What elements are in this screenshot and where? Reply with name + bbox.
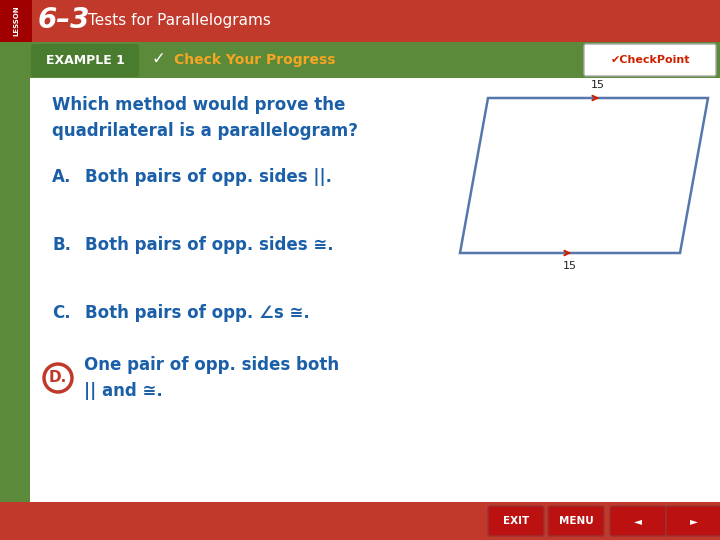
Text: ►: ► [690,516,698,526]
Text: EXAMPLE 1: EXAMPLE 1 [45,54,125,67]
Text: B.: B. [52,236,71,254]
FancyBboxPatch shape [584,44,716,76]
Text: ◄: ◄ [634,516,642,526]
FancyBboxPatch shape [666,506,720,536]
Bar [0,42,30,502]
Bar [0,0,32,42]
Text: C.: C. [52,304,71,322]
Text: 6–3: 6–3 [38,6,91,34]
Text: One pair of opp. sides both
|| and ≅.: One pair of opp. sides both || and ≅. [84,356,339,400]
FancyBboxPatch shape [31,44,139,77]
Text: D.: D. [49,370,67,386]
FancyBboxPatch shape [610,506,666,536]
Bar [30,42,720,78]
Text: MENU: MENU [559,516,593,526]
Text: Both pairs of opp. sides ||.: Both pairs of opp. sides ||. [85,168,332,186]
Text: A.: A. [52,168,71,186]
Bar [0,0,720,42]
Text: 15: 15 [591,80,605,90]
Text: Which method would prove the
quadrilateral is a parallelogram?: Which method would prove the quadrilater… [52,96,358,140]
Text: Check Your Progress: Check Your Progress [174,53,336,67]
Text: Both pairs of opp. sides ≅.: Both pairs of opp. sides ≅. [85,236,333,254]
FancyBboxPatch shape [488,506,544,536]
Text: Tests for Parallelograms: Tests for Parallelograms [88,14,271,29]
Text: Both pairs of opp. ∠s ≅.: Both pairs of opp. ∠s ≅. [85,304,310,322]
Text: ✔CheckPoint: ✔CheckPoint [611,55,690,65]
Text: 15: 15 [563,261,577,271]
Bar [30,42,720,502]
Text: LESSON: LESSON [13,6,19,36]
FancyBboxPatch shape [548,506,604,536]
Text: EXIT: EXIT [503,516,529,526]
Bar [0,502,720,540]
Text: ✓: ✓ [151,50,165,68]
